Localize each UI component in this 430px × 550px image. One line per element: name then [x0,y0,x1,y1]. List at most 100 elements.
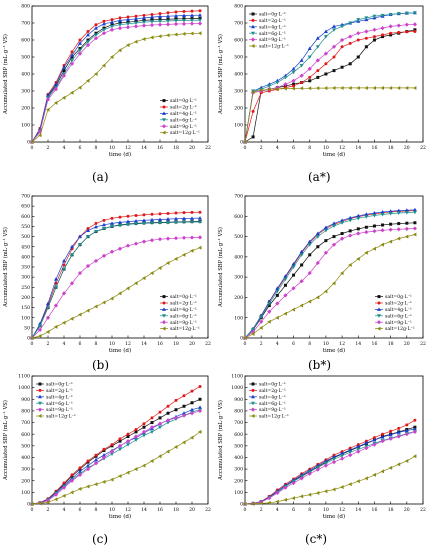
data-point [356,216,361,221]
chart-panel-b: 0 2 4 6 8 10 12 14 16 18 20 22 0 50 100 150 200 250 300 350… [2,194,211,354]
legend-marker [250,37,256,42]
data-point [388,432,393,437]
x-tick-label: 12 [339,145,345,151]
data-point [364,29,369,34]
legend-label: salt=12g·L⁻¹ [259,414,289,420]
x-tick-label: 4 [276,145,279,151]
data-point [141,23,147,28]
legend-label: salt=0g·L⁻¹ [385,294,412,300]
data-point [389,31,393,35]
data-point [77,51,83,56]
data-point [291,307,296,312]
series-line [244,428,415,505]
data-point [198,18,202,23]
y-tick-label: 550 [21,224,30,230]
data-point [190,18,194,23]
data-point [299,64,304,68]
data-point [78,486,82,491]
data-point [158,19,162,24]
data-point [388,465,393,470]
x-tick-label: 12 [339,341,345,347]
series-line [31,386,201,505]
panel-label-b-star: (b*) [308,358,332,372]
x-tick-label: 2 [260,507,263,513]
data-point [404,11,409,16]
y-tick-label: 0 [27,336,30,342]
series-line [244,12,415,143]
data-point [54,82,58,86]
data-point [86,308,90,313]
series-line [31,410,201,505]
series-line [244,12,415,143]
data-point [62,320,66,325]
legend-marker [251,24,255,29]
legend-label: salt=12g·L⁻¹ [385,326,415,332]
series-line [244,234,415,339]
data-point [166,449,170,454]
data-point [372,438,377,442]
legend-label: salt=4g·L⁻¹ [385,307,412,313]
data-point [275,81,280,85]
data-point [364,85,368,90]
y-tick-label: 300 [234,467,243,473]
data-point [142,15,146,20]
data-point [348,218,353,223]
data-point [54,285,58,290]
data-point [396,12,401,16]
y-tick-label: 800 [234,409,243,415]
series-line [31,431,201,505]
y-tick-label: 1100 [231,374,243,380]
y-axis-label: Accumulated SBP (mL·g⁻¹ VS) [2,400,9,481]
data-point [86,463,90,468]
x-tick-label: 8 [308,341,311,347]
data-point [323,458,328,463]
data-point [70,90,74,95]
legend-marker [162,99,166,103]
data-point [70,490,74,495]
data-point [38,333,42,338]
legend-label: salt=9g·L⁻¹ [259,407,286,413]
data-point [364,16,369,20]
data-point [381,33,385,37]
data-point [412,22,418,27]
legend-label: salt=0g·L⁻¹ [170,98,197,104]
data-point [190,13,194,17]
y-tick-label: 400 [234,254,243,260]
data-point [149,22,155,28]
data-point [110,20,114,24]
data-point [117,246,123,251]
data-point [396,211,401,216]
data-point [125,25,131,30]
legend-marker [251,31,255,36]
y-tick-label: 700 [21,21,30,27]
data-point [259,319,264,324]
data-point [412,426,417,431]
data-point [332,28,336,32]
legend-marker [377,301,381,305]
y-tick-label: 800 [21,4,30,10]
data-point [126,22,130,26]
data-point [86,459,90,463]
data-point [198,9,202,13]
data-point [125,439,131,444]
legend-marker [377,326,381,331]
y-tick-label: 500 [21,55,30,61]
data-point [267,319,271,324]
data-point [78,469,82,473]
data-point [251,331,255,336]
y-tick-label: 300 [21,467,30,473]
data-point [340,451,345,455]
y-tick-label: 200 [234,478,243,484]
x-tick-label: 6 [79,341,82,347]
panel-label-a-star: (a*) [308,170,331,184]
data-point [283,75,288,80]
data-point [332,221,336,225]
data-point [86,40,90,44]
data-point [315,235,320,239]
y-tick-label: 100 [21,315,30,321]
legend-label: salt=2g·L⁻¹ [170,301,197,307]
data-point [69,61,75,66]
data-point [166,33,170,38]
series-line [244,31,415,143]
x-tick-label: 18 [173,145,179,151]
